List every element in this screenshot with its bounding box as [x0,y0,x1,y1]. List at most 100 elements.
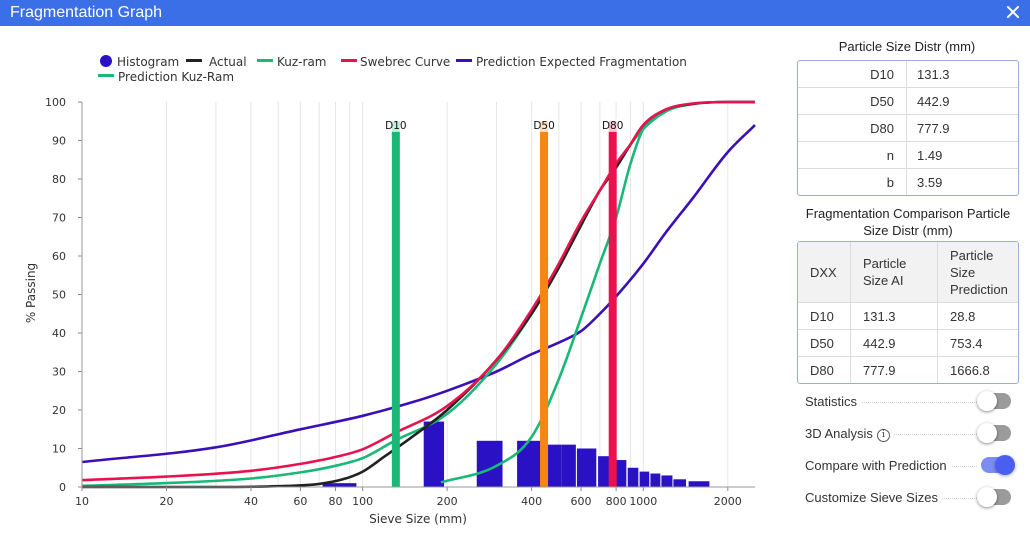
y-tick-label: 30 [52,366,66,379]
y-tick-label: 10 [52,443,66,456]
comparison-row: D80 777.9 1666.8 [798,356,1018,383]
psd-table: D10 131.3 D50 442.9 D80 777.9 n 1.49 b 3.59 [798,61,1018,195]
prediction-expected-curve [81,124,756,464]
legend-item-prediction-expected[interactable]: Prediction Expected Fragmentation [456,55,687,69]
histogram-bar [661,475,673,487]
x-tick-label: 600 [571,495,592,508]
comparison-prediction: 753.4 [937,329,1018,357]
psd-row-value: 442.9 [906,87,1018,115]
chart-legend: Histogram Actual Kuz-ram Swebrec Curve P… [98,55,687,84]
col-header-dxx: DXX [798,242,851,303]
legend-label-prediction-expected: Prediction Expected Fragmentation [476,55,687,69]
psd-row: n 1.49 [798,141,1018,169]
x-tick-label: 200 [437,495,458,508]
y-tick-label: 0 [59,481,66,494]
comparison-row: D50 442.9 753.4 [798,329,1018,357]
psd-row-label: D50 [798,87,907,115]
comparison-ai: 442.9 [850,329,938,357]
histogram-bar [322,483,357,487]
chart-svg: D10 D50 D80 0 10 20 30 40 50 60 70 80 90 100 10 20 40 60… [24,55,756,526]
histogram-bar [423,421,445,487]
dotted-leader [805,402,977,403]
toggle-knob [977,487,997,507]
x-tick-label: 40 [244,495,258,508]
y-tick-label: 50 [52,289,66,302]
legend-item-kuzram[interactable]: Kuz-ram [257,55,326,69]
psd-row-value: 777.9 [906,114,1018,142]
toggle-knob [977,423,997,443]
legend-label-histogram: Histogram [117,55,179,69]
psd-row-label: b [798,168,907,195]
sieve-toggle-row: Customize Sieve Sizes [805,487,1011,508]
histogram-bar [576,448,597,487]
y-tick-label: 90 [52,135,66,148]
x-tick-label: 1000 [629,495,657,508]
histogram-bar [517,440,541,487]
legend-item-prediction-kuzram[interactable]: Prediction Kuz-Ram [98,70,234,84]
info-icon[interactable]: i [876,429,890,442]
analysis3d-toggle-row: 3D Analysis i [805,423,1011,444]
marker-label-d80: D80 [602,120,623,132]
comparison-table: DXX Particle Size AI Particle Size Predi… [798,242,1018,383]
comparison-heading: Fragmentation Comparison Particle Size D… [805,206,1011,238]
close-icon[interactable] [1004,2,1022,22]
histogram-bar [673,479,687,487]
x-tick-label: 2000 [714,495,742,508]
analysis3d-toggle[interactable] [977,423,1011,443]
psd-row-label: D80 [798,114,907,142]
y-tick-label: 70 [52,212,66,225]
histogram-bar [639,471,650,487]
y-tick-label: 40 [52,327,66,340]
psd-row-value: 1.49 [906,141,1018,169]
statistics-toggle[interactable] [977,391,1011,411]
psd-row-label: D10 [798,61,907,88]
sieve-toggle[interactable] [977,487,1011,507]
analysis3d-label: 3D Analysis [805,426,873,441]
marker-d10 [391,121,400,487]
comparison-ai: 131.3 [850,302,938,330]
histogram-bar [614,460,627,487]
statistics-label: Statistics [805,394,862,409]
compare-toggle-row: Compare with Prediction [805,455,1015,476]
psd-row: b 3.59 [798,168,1018,195]
psd-heading: Particle Size Distr (mm) [838,39,976,54]
histogram-bar [627,467,639,487]
col-header-ai: Particle Size AI [850,242,938,303]
psd-row-value: 3.59 [906,168,1018,195]
histogram-bar [650,473,661,487]
comparison-dxx: D80 [798,356,851,383]
marker-label-bg [383,118,408,132]
psd-row-value: 131.3 [906,61,1018,88]
legend-label-actual: Actual [209,55,247,69]
marker-label-bg [600,118,625,132]
legend-label-kuzram: Kuz-ram [277,55,326,69]
x-tick-label: 20 [159,495,173,508]
comparison-prediction: 28.8 [937,302,1018,330]
x-tick-label: 80 [328,495,342,508]
psd-table-box: D10 131.3 D50 442.9 D80 777.9 n 1.49 b 3.59 [797,60,1019,196]
prediction-kuzram-curve [440,110,667,484]
legend-item-swebrec[interactable]: Swebrec Curve [341,55,450,69]
psd-row: D10 131.3 [798,61,1018,88]
compare-toggle[interactable] [981,455,1015,475]
sieve-label: Customize Sieve Sizes [805,490,942,505]
comparison-row: D10 131.3 28.8 [798,302,1018,330]
compare-label: Compare with Prediction [805,458,951,473]
comparison-dxx: D50 [798,329,851,357]
legend-item-histogram[interactable]: Histogram [100,55,179,69]
comparison-dxx: D10 [798,302,851,330]
toggle-knob [995,455,1015,475]
marker-d80 [608,121,617,487]
y-tick-label: 80 [52,173,66,186]
psd-row: D50 442.9 [798,87,1018,115]
psd-row-label: n [798,141,907,169]
marker-label-d50: D50 [533,120,554,132]
title-bar: Fragmentation Graph [0,0,1030,26]
y-tick-label: 20 [52,404,66,417]
y-tick-label: 60 [52,250,66,263]
y-tick-label: 100 [45,96,66,109]
x-tick-label: 60 [293,495,307,508]
col-header-prediction: Particle Size Prediction [937,242,1018,303]
legend-label-swebrec: Swebrec Curve [360,55,450,69]
legend-item-actual[interactable]: Actual [186,55,247,69]
